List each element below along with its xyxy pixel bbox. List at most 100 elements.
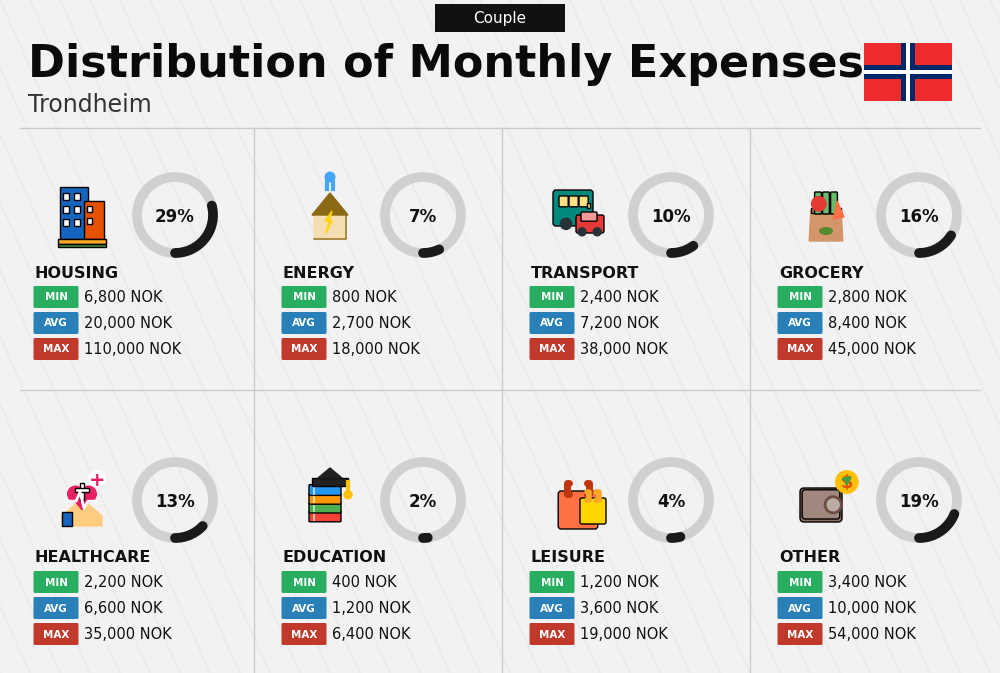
FancyBboxPatch shape xyxy=(63,219,69,226)
FancyBboxPatch shape xyxy=(58,244,106,247)
FancyBboxPatch shape xyxy=(87,206,92,212)
Text: 16%: 16% xyxy=(899,208,939,226)
FancyBboxPatch shape xyxy=(34,312,78,334)
Text: 10,000 NOK: 10,000 NOK xyxy=(828,601,916,616)
FancyBboxPatch shape xyxy=(34,597,78,619)
FancyBboxPatch shape xyxy=(815,192,821,214)
Text: HEALTHCARE: HEALTHCARE xyxy=(35,551,151,565)
FancyBboxPatch shape xyxy=(864,70,952,74)
FancyBboxPatch shape xyxy=(530,571,574,593)
FancyBboxPatch shape xyxy=(312,478,348,486)
FancyBboxPatch shape xyxy=(282,338,326,360)
FancyBboxPatch shape xyxy=(831,192,837,214)
Polygon shape xyxy=(809,211,843,241)
Text: Distribution of Monthly Expenses: Distribution of Monthly Expenses xyxy=(28,44,864,87)
FancyBboxPatch shape xyxy=(811,208,841,213)
Text: 45,000 NOK: 45,000 NOK xyxy=(828,342,916,357)
FancyBboxPatch shape xyxy=(309,511,341,522)
FancyBboxPatch shape xyxy=(581,212,597,221)
FancyBboxPatch shape xyxy=(282,623,326,645)
Text: $: $ xyxy=(841,474,853,492)
Circle shape xyxy=(576,218,588,229)
Circle shape xyxy=(81,486,96,502)
Circle shape xyxy=(560,218,572,229)
Text: MIN: MIN xyxy=(788,577,812,588)
Text: 6,800 NOK: 6,800 NOK xyxy=(84,290,162,305)
Text: MIN: MIN xyxy=(540,577,564,588)
Text: 8,400 NOK: 8,400 NOK xyxy=(828,316,906,331)
FancyBboxPatch shape xyxy=(580,498,606,524)
FancyBboxPatch shape xyxy=(74,193,80,200)
FancyBboxPatch shape xyxy=(530,338,574,360)
FancyBboxPatch shape xyxy=(309,502,341,513)
FancyBboxPatch shape xyxy=(778,312,822,334)
Text: 1,200 NOK: 1,200 NOK xyxy=(580,575,659,590)
Text: 29%: 29% xyxy=(155,208,195,226)
Text: EDUCATION: EDUCATION xyxy=(283,551,387,565)
FancyBboxPatch shape xyxy=(823,192,829,214)
Circle shape xyxy=(325,172,335,182)
FancyBboxPatch shape xyxy=(530,312,574,334)
Circle shape xyxy=(68,486,83,502)
FancyBboxPatch shape xyxy=(569,196,578,207)
Text: 3,600 NOK: 3,600 NOK xyxy=(580,601,658,616)
FancyBboxPatch shape xyxy=(63,206,69,213)
Text: AVG: AVG xyxy=(292,318,316,328)
FancyBboxPatch shape xyxy=(282,597,326,619)
FancyBboxPatch shape xyxy=(778,623,822,645)
Text: AVG: AVG xyxy=(540,318,564,328)
Text: 35,000 NOK: 35,000 NOK xyxy=(84,627,172,642)
FancyBboxPatch shape xyxy=(553,190,593,226)
Text: 54,000 NOK: 54,000 NOK xyxy=(828,627,916,642)
FancyBboxPatch shape xyxy=(778,338,822,360)
Polygon shape xyxy=(314,195,346,239)
FancyBboxPatch shape xyxy=(34,571,78,593)
FancyBboxPatch shape xyxy=(309,493,341,504)
FancyBboxPatch shape xyxy=(60,187,88,239)
Circle shape xyxy=(593,227,601,236)
FancyBboxPatch shape xyxy=(778,571,822,593)
Text: MAX: MAX xyxy=(291,629,317,639)
Text: 1,200 NOK: 1,200 NOK xyxy=(332,601,411,616)
Text: Couple: Couple xyxy=(473,11,527,26)
Polygon shape xyxy=(325,211,332,233)
Text: HOUSING: HOUSING xyxy=(35,266,119,281)
Text: TRANSPORT: TRANSPORT xyxy=(531,266,639,281)
Text: 2,400 NOK: 2,400 NOK xyxy=(580,290,659,305)
Polygon shape xyxy=(62,504,102,526)
Text: Trondheim: Trondheim xyxy=(28,93,152,117)
FancyBboxPatch shape xyxy=(579,196,588,207)
FancyBboxPatch shape xyxy=(309,485,341,495)
Text: 2%: 2% xyxy=(409,493,437,511)
FancyBboxPatch shape xyxy=(34,286,78,308)
Text: 110,000 NOK: 110,000 NOK xyxy=(84,342,181,357)
Text: MIN: MIN xyxy=(44,293,68,302)
Text: 3,400 NOK: 3,400 NOK xyxy=(828,575,906,590)
Text: MAX: MAX xyxy=(539,629,565,639)
Polygon shape xyxy=(312,193,348,215)
Ellipse shape xyxy=(819,227,833,235)
FancyBboxPatch shape xyxy=(282,571,326,593)
Text: MAX: MAX xyxy=(43,345,69,355)
Text: OTHER: OTHER xyxy=(779,551,840,565)
Text: 20,000 NOK: 20,000 NOK xyxy=(84,316,172,331)
Circle shape xyxy=(812,197,826,211)
Text: 4%: 4% xyxy=(657,493,685,511)
Text: 38,000 NOK: 38,000 NOK xyxy=(580,342,668,357)
Text: 18,000 NOK: 18,000 NOK xyxy=(332,342,420,357)
Circle shape xyxy=(578,227,586,236)
FancyBboxPatch shape xyxy=(80,483,84,499)
Polygon shape xyxy=(318,468,342,478)
FancyBboxPatch shape xyxy=(587,203,590,208)
Text: AVG: AVG xyxy=(44,604,68,614)
FancyBboxPatch shape xyxy=(530,286,574,308)
Text: 19%: 19% xyxy=(899,493,939,511)
Circle shape xyxy=(824,496,842,513)
Text: 10%: 10% xyxy=(651,208,691,226)
Text: AVG: AVG xyxy=(788,604,812,614)
FancyBboxPatch shape xyxy=(87,218,92,224)
Text: LEISURE: LEISURE xyxy=(531,551,606,565)
FancyBboxPatch shape xyxy=(802,490,840,519)
Text: 6,400 NOK: 6,400 NOK xyxy=(332,627,411,642)
FancyBboxPatch shape xyxy=(84,201,104,239)
